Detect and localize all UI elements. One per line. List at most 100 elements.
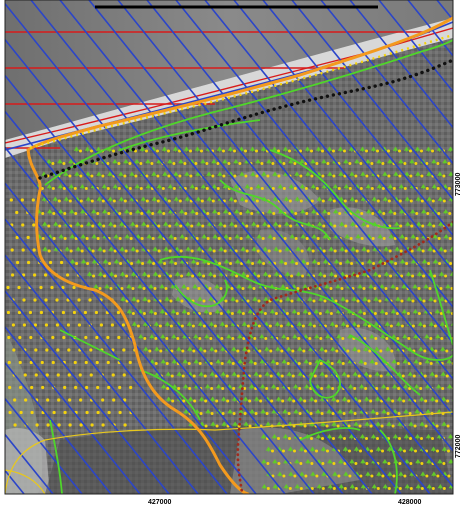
habitat-point bbox=[242, 337, 246, 340]
habitat-point bbox=[277, 149, 280, 153]
habitat-point bbox=[442, 487, 446, 490]
forest-symbol bbox=[391, 358, 398, 365]
habitat-point bbox=[306, 262, 310, 265]
forest-symbol bbox=[435, 383, 442, 390]
forest-symbol bbox=[424, 333, 430, 340]
habitat-point bbox=[51, 162, 55, 165]
forest-symbol bbox=[342, 446, 349, 452]
forest-symbol bbox=[343, 471, 349, 477]
forest-symbol bbox=[288, 183, 295, 190]
forest-symbol bbox=[227, 408, 233, 415]
habitat-point bbox=[334, 274, 338, 278]
forest-symbol bbox=[242, 396, 249, 402]
forest-symbol bbox=[187, 396, 194, 402]
forest-symbol bbox=[294, 458, 300, 465]
forest-symbol bbox=[135, 258, 142, 265]
forest-symbol bbox=[435, 333, 441, 340]
forest-symbol bbox=[292, 383, 299, 390]
forest-symbol bbox=[348, 433, 355, 440]
habitat-point bbox=[136, 324, 140, 328]
habitat-point bbox=[109, 287, 113, 290]
forest-symbol bbox=[429, 396, 436, 402]
habitat-point bbox=[447, 162, 451, 165]
hatch-line bbox=[5, 217, 229, 494]
forest-symbol bbox=[406, 296, 412, 302]
habitat-point bbox=[414, 449, 417, 453]
habitat-point bbox=[198, 362, 202, 365]
forest-symbol bbox=[341, 371, 348, 377]
habitat-point bbox=[39, 310, 44, 315]
habitat-point bbox=[422, 324, 426, 328]
habitat-point bbox=[312, 299, 316, 303]
habitat-point bbox=[410, 249, 414, 253]
habitat-point bbox=[287, 412, 291, 415]
habitat-point bbox=[370, 162, 374, 165]
forest-symbol bbox=[248, 383, 255, 390]
habitat-point bbox=[180, 324, 184, 328]
forest-symbol bbox=[107, 171, 113, 177]
habitat-point bbox=[117, 335, 121, 340]
forest-symbol bbox=[252, 296, 258, 302]
habitat-point bbox=[345, 324, 349, 328]
habitat-point bbox=[35, 423, 39, 427]
forest-symbol bbox=[174, 271, 181, 277]
habitat-point bbox=[296, 312, 300, 315]
forest-symbol bbox=[160, 333, 166, 340]
habitat-point bbox=[205, 187, 209, 190]
habitat-point bbox=[55, 323, 60, 327]
forest-symbol bbox=[52, 221, 59, 227]
habitat-point bbox=[288, 487, 292, 490]
habitat-point bbox=[152, 262, 156, 265]
forest-symbol bbox=[360, 483, 367, 490]
forest-symbol bbox=[376, 471, 382, 477]
forest-symbol bbox=[233, 208, 240, 215]
habitat-point bbox=[222, 149, 225, 153]
habitat-point bbox=[313, 374, 317, 378]
habitat-point bbox=[366, 224, 370, 228]
habitat-point bbox=[323, 274, 327, 278]
forest-symbol bbox=[159, 308, 166, 315]
forest-symbol bbox=[261, 458, 267, 465]
forest-symbol bbox=[377, 258, 384, 265]
forest-symbol bbox=[194, 146, 201, 152]
forest-symbol bbox=[337, 408, 343, 415]
habitat-point bbox=[211, 174, 215, 178]
habitat-point bbox=[194, 187, 198, 190]
habitat-point bbox=[392, 187, 396, 190]
habitat-point bbox=[276, 387, 280, 390]
forest-symbol bbox=[327, 458, 333, 465]
forest-symbol bbox=[432, 258, 439, 265]
forest-symbol bbox=[231, 346, 237, 352]
forest-symbol bbox=[90, 208, 97, 215]
forest-symbol bbox=[222, 158, 228, 165]
forest-symbol bbox=[145, 158, 151, 165]
habitat-point bbox=[41, 385, 45, 390]
habitat-point bbox=[277, 462, 281, 465]
habitat-point bbox=[168, 224, 172, 228]
forest-symbol bbox=[197, 296, 203, 302]
forest-symbol bbox=[288, 471, 294, 477]
forest-symbol bbox=[439, 321, 446, 327]
habitat-point bbox=[33, 298, 37, 302]
forest-symbol bbox=[206, 171, 212, 177]
habitat-point bbox=[399, 249, 403, 253]
hatch-line bbox=[30, 0, 432, 494]
habitat-point bbox=[52, 212, 56, 215]
forest-symbol bbox=[185, 271, 192, 277]
forest-symbol bbox=[414, 408, 420, 415]
habitat-point bbox=[445, 349, 449, 353]
habitat-point bbox=[354, 487, 358, 490]
habitat-point bbox=[119, 262, 123, 265]
forest-symbol bbox=[270, 358, 277, 365]
forest-symbol bbox=[130, 246, 136, 252]
habitat-point bbox=[323, 299, 327, 303]
habitat-point bbox=[436, 474, 440, 478]
forest-symbol bbox=[182, 358, 189, 365]
forest-symbol bbox=[315, 408, 321, 415]
habitat-point bbox=[347, 399, 351, 403]
forest-symbol bbox=[322, 258, 329, 265]
habitat-point bbox=[52, 410, 56, 415]
habitat-point bbox=[192, 374, 196, 378]
habitat-point bbox=[79, 149, 82, 153]
